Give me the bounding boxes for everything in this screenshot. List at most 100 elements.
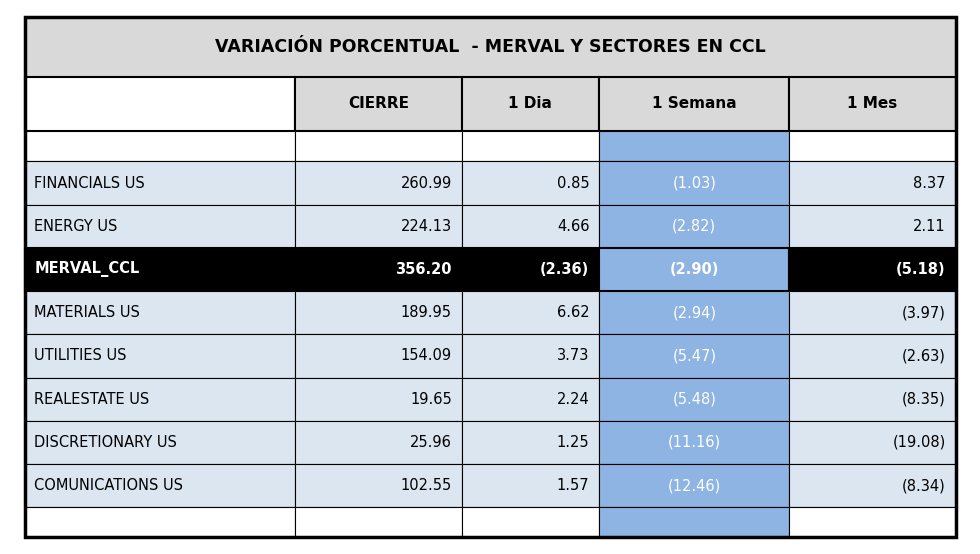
- Bar: [462, 161, 599, 204]
- Bar: [789, 248, 956, 291]
- Text: 189.95: 189.95: [401, 305, 452, 320]
- Bar: [599, 248, 789, 291]
- Bar: [24, 464, 295, 507]
- Bar: [295, 377, 462, 420]
- Bar: [462, 334, 599, 377]
- Bar: [789, 377, 956, 420]
- Bar: [789, 248, 956, 291]
- Bar: [599, 248, 789, 291]
- Bar: [24, 131, 295, 161]
- Text: 1 Mes: 1 Mes: [848, 96, 898, 111]
- Bar: [462, 420, 599, 464]
- Text: DISCRETIONARY US: DISCRETIONARY US: [34, 435, 177, 450]
- Bar: [599, 204, 789, 248]
- Bar: [599, 131, 789, 161]
- Bar: [24, 248, 295, 291]
- Bar: [789, 507, 956, 537]
- Bar: [24, 204, 295, 248]
- Bar: [462, 204, 599, 248]
- Bar: [789, 464, 956, 507]
- Text: MATERIALS US: MATERIALS US: [34, 305, 140, 320]
- Bar: [24, 507, 295, 537]
- Text: 25.96: 25.96: [410, 435, 452, 450]
- Bar: [295, 76, 462, 131]
- Bar: [599, 131, 789, 161]
- Text: (8.35): (8.35): [902, 392, 946, 407]
- Bar: [295, 291, 462, 334]
- Text: (5.18): (5.18): [896, 262, 946, 277]
- Bar: [789, 420, 956, 464]
- Text: 0.85: 0.85: [557, 176, 589, 191]
- Bar: [789, 131, 956, 161]
- Bar: [462, 248, 599, 291]
- Text: (2.82): (2.82): [672, 219, 716, 234]
- Bar: [295, 131, 462, 161]
- Bar: [295, 204, 462, 248]
- Bar: [789, 377, 956, 420]
- Bar: [462, 377, 599, 420]
- Bar: [295, 248, 462, 291]
- Bar: [24, 334, 295, 377]
- Bar: [789, 204, 956, 248]
- Bar: [24, 248, 295, 291]
- Bar: [462, 248, 599, 291]
- Bar: [462, 507, 599, 537]
- Bar: [462, 131, 599, 161]
- Bar: [24, 17, 956, 76]
- Bar: [789, 420, 956, 464]
- Bar: [599, 76, 789, 131]
- Text: (11.16): (11.16): [667, 435, 721, 450]
- Text: (8.34): (8.34): [902, 478, 946, 493]
- Bar: [24, 464, 295, 507]
- Bar: [789, 76, 956, 131]
- Bar: [295, 204, 462, 248]
- Text: 1 Dia: 1 Dia: [509, 96, 553, 111]
- Bar: [789, 334, 956, 377]
- Bar: [24, 76, 295, 131]
- Text: 154.09: 154.09: [401, 348, 452, 363]
- Bar: [462, 377, 599, 420]
- Bar: [599, 291, 789, 334]
- Bar: [789, 76, 956, 131]
- Bar: [295, 161, 462, 204]
- Bar: [24, 76, 295, 131]
- Text: MERVAL_CCL: MERVAL_CCL: [34, 261, 139, 278]
- Bar: [295, 248, 462, 291]
- Bar: [599, 377, 789, 420]
- Bar: [24, 334, 295, 377]
- Bar: [599, 464, 789, 507]
- Bar: [24, 291, 295, 334]
- Text: 2.11: 2.11: [913, 219, 946, 234]
- Bar: [24, 204, 295, 248]
- Bar: [462, 76, 599, 131]
- Text: 1.57: 1.57: [557, 478, 589, 493]
- Bar: [295, 420, 462, 464]
- Bar: [789, 204, 956, 248]
- Text: 4.66: 4.66: [557, 219, 589, 234]
- Text: 260.99: 260.99: [401, 176, 452, 191]
- Bar: [599, 507, 789, 537]
- Bar: [789, 507, 956, 537]
- Bar: [462, 76, 599, 131]
- Bar: [599, 291, 789, 334]
- Text: (19.08): (19.08): [893, 435, 946, 450]
- Bar: [599, 204, 789, 248]
- Bar: [295, 420, 462, 464]
- Bar: [24, 161, 295, 204]
- Bar: [789, 291, 956, 334]
- Text: (2.94): (2.94): [672, 305, 716, 320]
- Bar: [295, 464, 462, 507]
- Bar: [462, 507, 599, 537]
- Text: 8.37: 8.37: [913, 176, 946, 191]
- Text: (2.63): (2.63): [902, 348, 946, 363]
- Text: (12.46): (12.46): [667, 478, 721, 493]
- Bar: [599, 507, 789, 537]
- Bar: [462, 334, 599, 377]
- Text: 2.24: 2.24: [557, 392, 589, 407]
- Bar: [599, 161, 789, 204]
- Bar: [295, 334, 462, 377]
- Bar: [24, 131, 295, 161]
- Text: (5.47): (5.47): [672, 348, 716, 363]
- Bar: [24, 377, 295, 420]
- Text: FINANCIALS US: FINANCIALS US: [34, 176, 145, 191]
